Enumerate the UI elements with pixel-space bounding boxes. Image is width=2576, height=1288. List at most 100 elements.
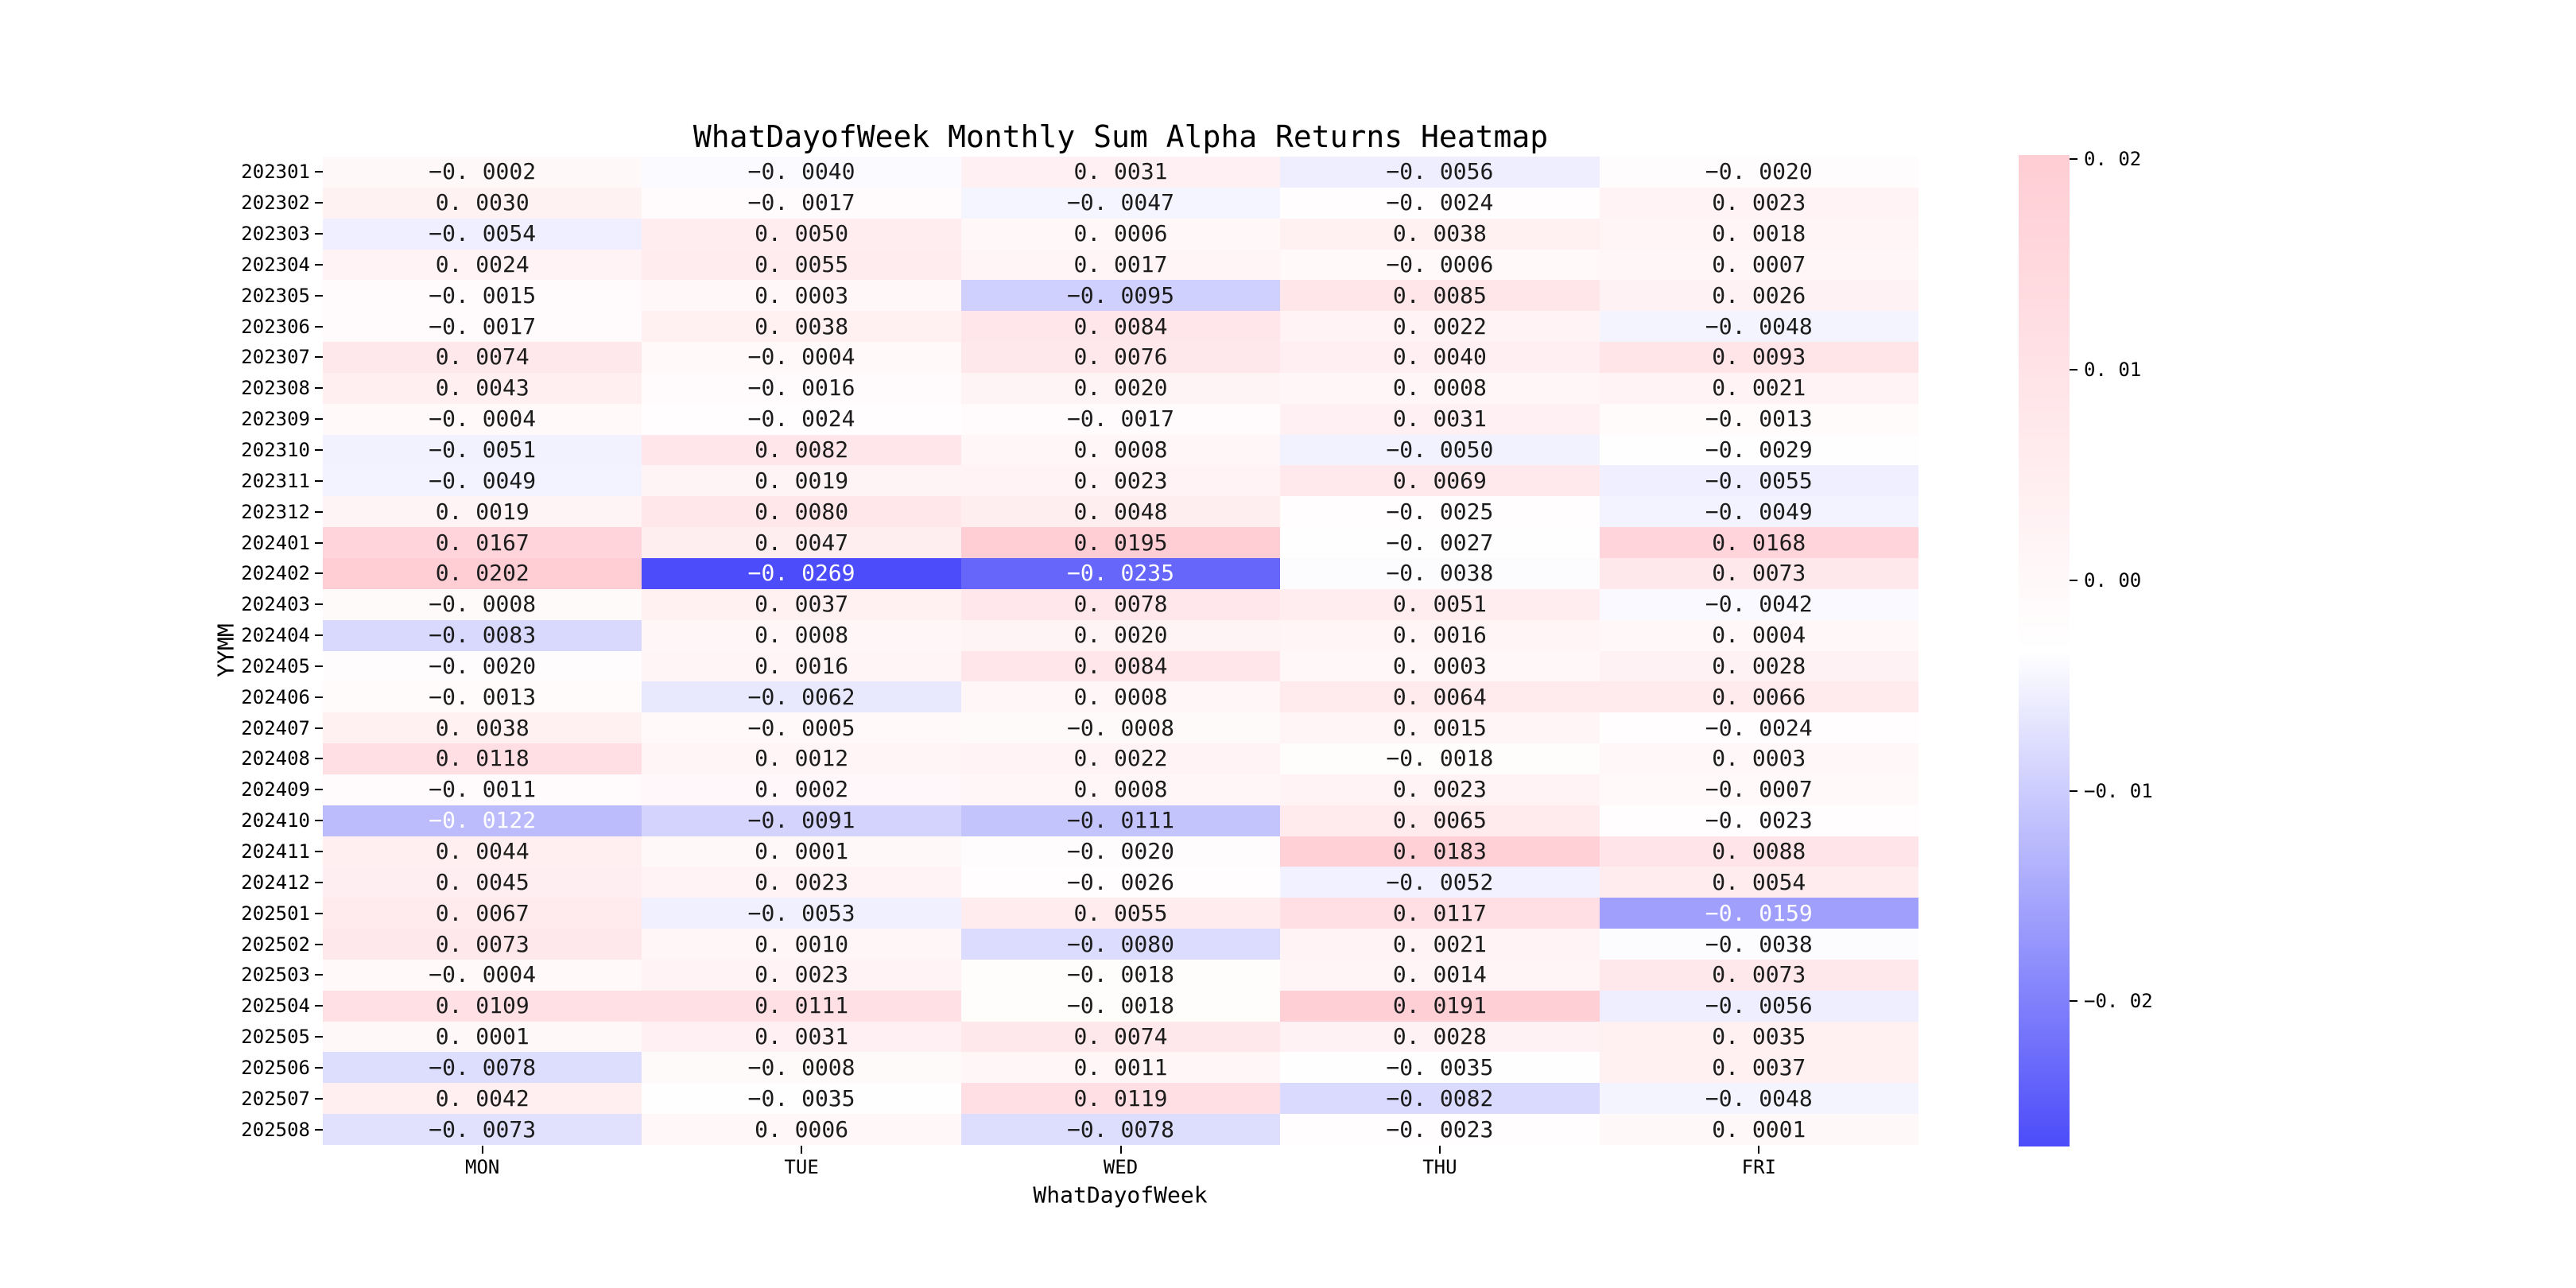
heatmap-cell: 0. 0038	[323, 712, 642, 744]
y-tick-mark	[315, 356, 323, 359]
heatmap-cell: 0. 0003	[642, 280, 961, 312]
heatmap-cell: −0. 0054	[323, 218, 642, 250]
colorbar-tick-mark	[2070, 369, 2077, 371]
heatmap-cell: 0. 0050	[642, 218, 961, 250]
x-tick-label: MON	[465, 1156, 500, 1178]
heatmap-cell: 0. 0088	[1599, 836, 1918, 867]
heatmap-cell: 0. 0023	[1599, 187, 1918, 219]
heatmap-cell: 0. 0055	[960, 898, 1281, 929]
y-tick-label: 202405	[241, 654, 310, 677]
y-tick-label: 202303	[241, 223, 310, 246]
heatmap-cell: 0. 0023	[642, 867, 961, 898]
heatmap-cell: 0. 0008	[960, 434, 1281, 466]
heatmap-cell: 0. 0021	[1599, 372, 1918, 404]
y-tick-label: 202304	[241, 253, 310, 276]
heatmap-cell: 0. 0019	[323, 496, 642, 528]
heatmap-cell: −0. 0091	[642, 805, 961, 836]
heatmap-cell: −0. 0018	[1280, 743, 1600, 774]
heatmap-cell: −0. 0048	[1599, 1083, 1918, 1115]
heatmap-cell: −0. 0038	[1599, 929, 1918, 960]
y-tick-mark	[315, 974, 323, 976]
heatmap-cell: 0. 0017	[960, 249, 1281, 281]
heatmap-cell: −0. 0011	[323, 774, 642, 805]
colorbar-tick-label: 0. 02	[2084, 148, 2142, 171]
y-tick-mark	[315, 789, 323, 791]
y-tick-mark	[315, 202, 323, 204]
heatmap-cell: 0. 0080	[642, 496, 961, 528]
y-tick-mark	[315, 449, 323, 452]
heatmap-cell: 0. 0003	[1599, 743, 1918, 774]
heatmap-cell: 0. 0073	[1599, 959, 1918, 991]
y-tick-mark	[315, 820, 323, 822]
heatmap-cell: 0. 0006	[642, 1114, 961, 1145]
colorbar-tick-mark	[2070, 158, 2077, 161]
heatmap-cell: −0. 0083	[323, 619, 642, 651]
y-tick-label: 202311	[241, 469, 310, 492]
heatmap-grid: −0. 0002 −0. 0040 0. 0031 −0. 0056 −0. 0020 0…	[323, 157, 1918, 1145]
heatmap-cell: −0. 0018	[960, 990, 1281, 1022]
x-tick-mark	[1119, 1146, 1122, 1154]
heatmap-cell: 0. 0093	[1599, 342, 1918, 373]
heatmap-cell: 0. 0023	[642, 959, 961, 991]
heatmap-cell: −0. 0016	[642, 372, 961, 404]
heatmap-cell: −0. 0020	[960, 836, 1281, 867]
heatmap-cell: 0. 0008	[642, 619, 961, 651]
y-tick-label: 202312	[241, 500, 310, 523]
y-tick-label: 202410	[241, 809, 310, 832]
heatmap-cell: 0. 0031	[1280, 403, 1600, 435]
heatmap-cell: −0. 0078	[323, 1052, 642, 1084]
heatmap-cell: −0. 0055	[1599, 465, 1918, 497]
heatmap-cell: 0. 0168	[1599, 527, 1918, 558]
heatmap-cell: 0. 0012	[642, 743, 961, 774]
heatmap-cell: 0. 0019	[642, 465, 961, 497]
heatmap-cell: 0. 0042	[323, 1083, 642, 1115]
x-tick-mark	[1758, 1146, 1760, 1154]
heatmap-cell: 0. 0035	[1599, 1021, 1918, 1053]
heatmap-cell: −0. 0013	[323, 681, 642, 713]
y-tick-mark	[315, 758, 323, 760]
x-tick-label: TUE	[784, 1156, 819, 1178]
heatmap-cell: 0. 0031	[960, 157, 1281, 188]
heatmap-cell: 0. 0084	[960, 650, 1281, 682]
y-tick-label: 202308	[241, 377, 310, 400]
heatmap-cell: 0. 0024	[323, 249, 642, 281]
heatmap-cell: 0. 0067	[323, 898, 642, 929]
y-tick-label: 202505	[241, 1026, 310, 1049]
colorbar-tick-mark	[2070, 1000, 2077, 1003]
y-tick-mark	[315, 943, 323, 945]
y-tick-mark	[315, 1128, 323, 1131]
heatmap-cell: 0. 0085	[1280, 280, 1600, 312]
heatmap-cell: 0. 0003	[1280, 650, 1600, 682]
y-tick-label: 202409	[241, 778, 310, 801]
heatmap-cell: 0. 0006	[960, 218, 1281, 250]
heatmap-cell: −0. 0047	[960, 187, 1281, 219]
y-tick-label: 202404	[241, 624, 310, 647]
y-tick-mark	[315, 479, 323, 482]
heatmap-cell: −0. 0049	[323, 465, 642, 497]
heatmap-cell: 0. 0037	[642, 588, 961, 620]
colorbar-tick-label: 0. 01	[2084, 359, 2142, 382]
heatmap-cell: 0. 0022	[1280, 311, 1600, 343]
y-tick-label: 202502	[241, 933, 310, 956]
y-tick-mark	[315, 912, 323, 914]
y-tick-mark	[315, 1036, 323, 1038]
y-tick-label: 202508	[241, 1118, 310, 1141]
heatmap-cell: 0. 0008	[1280, 372, 1600, 404]
x-tick-label: FRI	[1741, 1156, 1776, 1178]
y-tick-mark	[315, 850, 323, 852]
heatmap-cell: −0. 0026	[960, 867, 1281, 898]
heatmap-cell: 0. 0038	[1280, 218, 1600, 250]
heatmap-cell: −0. 0008	[960, 712, 1281, 744]
heatmap-cell: 0. 0119	[960, 1083, 1281, 1115]
heatmap-cell: 0. 0167	[323, 527, 642, 558]
heatmap-cell: 0. 0031	[642, 1021, 961, 1053]
heatmap-cell: −0. 0006	[1280, 249, 1600, 281]
colorbar-tick-mark	[2070, 789, 2077, 792]
heatmap-cell: 0. 0043	[323, 372, 642, 404]
y-tick-mark	[315, 603, 323, 606]
heatmap-cell: −0. 0005	[642, 712, 961, 744]
heatmap-cell: −0. 0015	[323, 280, 642, 312]
heatmap-cell: 0. 0051	[1280, 588, 1600, 620]
colorbar	[2019, 155, 2070, 1146]
